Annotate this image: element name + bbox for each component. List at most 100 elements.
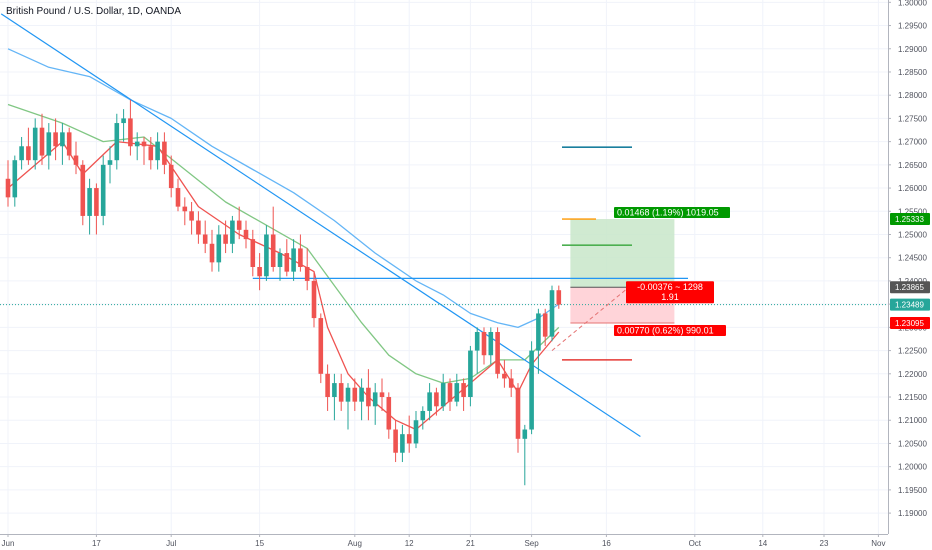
candle-body: [80, 164, 86, 216]
x-tick-label: Jul: [166, 539, 176, 548]
stop-price-tag-bg: [890, 316, 930, 329]
candle-body: [359, 387, 364, 402]
candle-body: [94, 188, 99, 216]
y-tick-label: 1.25500: [898, 207, 927, 216]
candle-body: [454, 383, 460, 402]
candle-body: [189, 211, 194, 221]
y-tick-label: 1.26000: [898, 184, 927, 193]
candle-body: [386, 397, 392, 430]
candle-body: [508, 378, 514, 388]
x-tick-label: Jun: [2, 539, 15, 548]
candle-body: [168, 164, 174, 189]
y-tick-label: 1.20500: [898, 439, 927, 448]
candle-body: [284, 253, 290, 272]
candle-body: [461, 383, 466, 398]
candle-body: [12, 160, 18, 198]
candle-body: [542, 313, 548, 337]
y-tick-label: 1.21500: [898, 393, 927, 402]
y-tick-label: 1.25000: [898, 230, 927, 239]
target-label: 0.01468 (1.19%) 1019.05: [617, 208, 719, 218]
y-tick-label: 1.22000: [898, 370, 927, 379]
x-tick-label: 21: [466, 539, 475, 548]
y-tick-label: 1.19500: [898, 486, 927, 495]
y-tick-label: 1.27000: [898, 138, 927, 147]
y-tick-label: 1.28500: [898, 68, 927, 77]
candle-body: [536, 313, 541, 351]
candle-body: [366, 387, 371, 407]
candle-body: [230, 220, 235, 244]
target-label-bg: [614, 207, 730, 219]
y-tick-label: 1.29500: [898, 22, 927, 31]
candle-body: [549, 290, 555, 337]
candle-body: [209, 243, 215, 263]
open-pnl-label: -0.00376 ~ 1298: [637, 282, 703, 292]
candle-body: [434, 392, 439, 407]
candle-body: [87, 188, 92, 216]
sma-slow-line: [7, 48, 560, 329]
candle-body: [298, 248, 303, 267]
candle-body: [175, 188, 181, 207]
stop-label: 0.00770 (0.62%) 990.01: [617, 325, 714, 335]
candle-body: [250, 239, 256, 267]
ema-fast-line: [7, 140, 560, 431]
stop-label-bg: [614, 324, 726, 336]
candle-body: [39, 127, 45, 156]
stop-price-tag: 1.23095: [895, 319, 924, 328]
candle-body: [46, 132, 52, 156]
y-tick-label: 1.24500: [898, 254, 927, 263]
candle-body: [19, 146, 24, 161]
x-tick-label: 23: [820, 539, 829, 548]
candle-body: [481, 332, 487, 356]
candle-body: [202, 234, 208, 244]
candle-body: [502, 373, 507, 379]
candle-body: [291, 248, 296, 272]
candle-body: [393, 429, 398, 453]
candle-body: [114, 123, 120, 161]
candle-body: [345, 387, 351, 402]
candle-body: [372, 392, 378, 407]
candle-body: [400, 434, 405, 453]
y-tick-label: 1.26500: [898, 161, 927, 170]
x-tick-label: 12: [405, 539, 414, 548]
candle-body: [304, 267, 310, 281]
candle-body: [257, 267, 262, 277]
candle-body: [107, 160, 113, 165]
candle-body: [556, 290, 562, 305]
x-tick-label: 15: [255, 539, 264, 548]
x-tick-label: Oct: [689, 539, 702, 548]
x-tick-label: Sep: [524, 539, 539, 548]
candles: [5, 99, 562, 486]
candle-body: [277, 253, 283, 267]
candle-body: [522, 429, 528, 439]
candle-body: [236, 220, 242, 230]
open-pnl-bg: [626, 281, 714, 304]
candle-body: [406, 434, 412, 444]
candle-body: [338, 383, 344, 402]
x-tick-label: Aug: [348, 539, 362, 548]
y-tick-label: 1.21000: [898, 416, 927, 425]
candle-body: [32, 127, 38, 161]
risk-reward-label: 1.91: [661, 292, 679, 302]
candle-body: [196, 220, 201, 235]
candle-body: [440, 383, 446, 407]
y-tick-label: 1.30000: [898, 0, 927, 7]
candle-body: [223, 234, 228, 244]
candle-body: [162, 141, 167, 165]
candle-body: [529, 350, 534, 430]
candle-body: [264, 234, 269, 277]
candle-body: [488, 332, 494, 356]
candle-body: [311, 280, 317, 319]
candle-body: [468, 350, 473, 398]
candle-body: [60, 132, 65, 147]
x-tick-label: Nov: [871, 539, 885, 548]
candle-body: [66, 132, 72, 156]
candle-body: [413, 420, 419, 444]
profit-zone: [570, 219, 675, 288]
candle-body: [155, 141, 160, 161]
x-tick-label: 17: [92, 539, 101, 548]
y-tick-label: 1.22500: [898, 347, 927, 356]
candle-body: [352, 387, 358, 402]
candle-body: [474, 332, 480, 351]
candle-body: [216, 234, 222, 263]
